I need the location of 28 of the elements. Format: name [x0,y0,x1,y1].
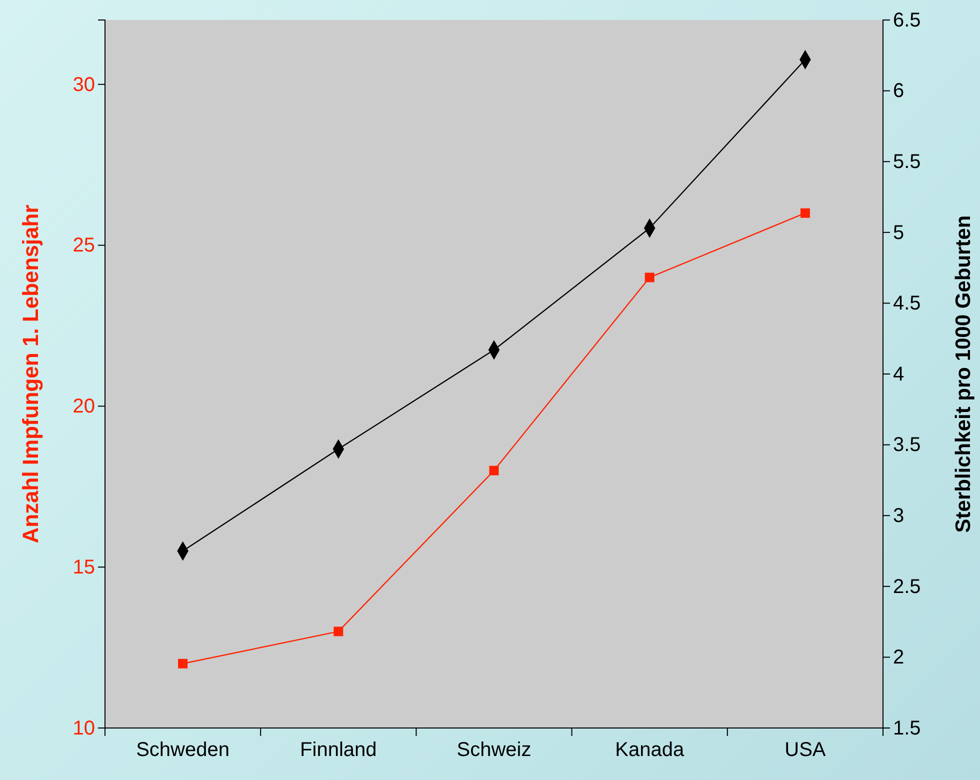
point [178,658,188,668]
point [489,466,499,476]
y-tick-label: 25 [72,234,95,257]
y-axis-title: Anzahl Impfungen 1. Lebensjahr [18,204,43,544]
y2-tick-label: 1.5 [893,717,921,740]
y2-tick-label: 5.5 [893,151,921,173]
y2-tick-label: 6 [893,80,904,102]
y-tick-label: 10 [72,717,95,740]
y-tick-label: 15 [72,556,95,578]
x-tick-label: Kanada [615,739,685,762]
x-tick-label: Schweden [136,739,230,762]
x-tick-label: Schweiz [456,739,532,762]
y2-tick-label: 4 [893,363,904,386]
y2-axis-title: Sterblichkeit pro 1000 Geburten [952,215,975,533]
y-tick-label: 20 [72,396,95,418]
point [800,208,810,218]
y2-tick-label: 4.5 [893,292,921,315]
x-tick-label: Finnland [300,739,377,762]
y2-tick-label: 5 [893,222,904,244]
point [334,626,344,636]
y2-tick-label: 3.5 [893,434,921,456]
x-tick-label: USA [784,739,826,762]
y-tick-label: 30 [72,74,95,96]
y2-tick-label: 2 [893,646,904,669]
y2-tick-label: 6.5 [893,9,921,32]
y2-tick-label: 2.5 [893,576,921,598]
point [644,272,654,282]
y2-tick-label: 3 [893,505,904,527]
